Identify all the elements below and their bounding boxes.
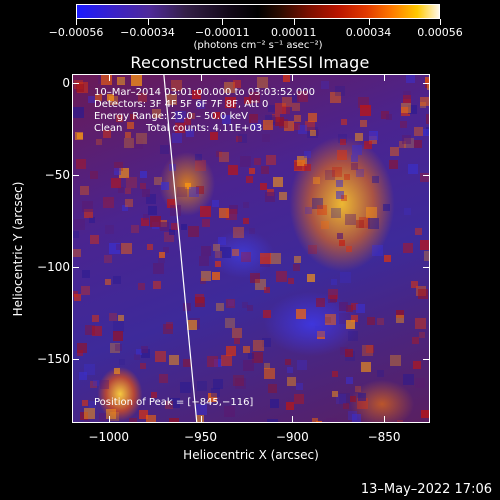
y-tick <box>72 83 79 85</box>
x-tick <box>200 74 202 81</box>
colorbar-tick <box>147 19 149 25</box>
colorbar-tick-label: 0.00011 <box>271 26 317 39</box>
y-tick <box>423 266 430 268</box>
x-tick-label: −950 <box>184 430 217 444</box>
x-tick <box>292 416 294 423</box>
total-counts-label: Total counts: 4.11E+03 <box>146 123 263 134</box>
colorbar-tick-label: 0.00034 <box>345 26 392 39</box>
x-axis-label: Heliocentric X (arcsec) <box>183 448 319 462</box>
y-tick-label: −150 <box>37 351 70 366</box>
y-tick <box>423 175 430 177</box>
colorbar <box>76 4 440 19</box>
limb-line <box>163 74 198 423</box>
y-tick <box>72 266 79 268</box>
colorbar-tick <box>368 19 370 25</box>
render-date: 13–May–2022 17:06 <box>360 482 492 497</box>
y-tick <box>423 358 430 360</box>
x-tick-label: −850 <box>367 430 401 444</box>
x-tick-label: −900 <box>275 430 309 444</box>
colorbar-tick <box>440 19 441 25</box>
colorbar-tick <box>293 19 295 25</box>
heatmap-image <box>72 74 430 423</box>
heatmap-texture <box>72 74 430 423</box>
plot-frame <box>72 74 430 423</box>
y-tick-label: −50 <box>44 168 70 183</box>
y-tick <box>423 83 430 85</box>
colorbar-tick <box>222 19 224 25</box>
y-tick-label: −100 <box>37 259 70 274</box>
limb-line-layer <box>163 74 198 423</box>
x-tick <box>384 416 386 423</box>
colorbar-tick-label: −0.00056 <box>48 26 104 39</box>
time-range-label: 10–Mar–2014 03:01:00.000 to 03:03:52.000 <box>94 87 315 98</box>
y-axis-label: Heliocentric Y (arcsec) <box>11 181 25 317</box>
chart-title: Reconstructed RHESSI Image <box>130 53 370 72</box>
peak-position-label: Position of Peak = [−845,−116] <box>94 397 254 408</box>
x-tick-label: −1000 <box>88 430 129 444</box>
y-tick-label: 0 <box>62 76 70 91</box>
x-tick <box>200 416 202 423</box>
energy-range-label: Energy Range: 25.0 – 50.0 keV <box>94 111 248 122</box>
method-label: Clean <box>94 123 123 134</box>
y-tick <box>72 175 79 177</box>
colorbar-units: (photons cm⁻² s⁻¹ asec⁻²) <box>193 40 323 51</box>
x-tick <box>384 74 386 81</box>
x-tick <box>108 74 110 81</box>
colorbar-tick-label: 0.00056 <box>417 26 463 39</box>
colorbar-tick-label: −0.00034 <box>120 26 175 39</box>
colorbar-tick-label: −0.00011 <box>194 26 250 39</box>
x-tick <box>292 74 294 81</box>
y-tick <box>72 358 79 360</box>
detectors-label: Detectors: 3F 4F 5F 6F 7F 8F, Att 0 <box>94 99 269 110</box>
colorbar-tick <box>76 19 77 25</box>
x-tick <box>108 416 110 423</box>
